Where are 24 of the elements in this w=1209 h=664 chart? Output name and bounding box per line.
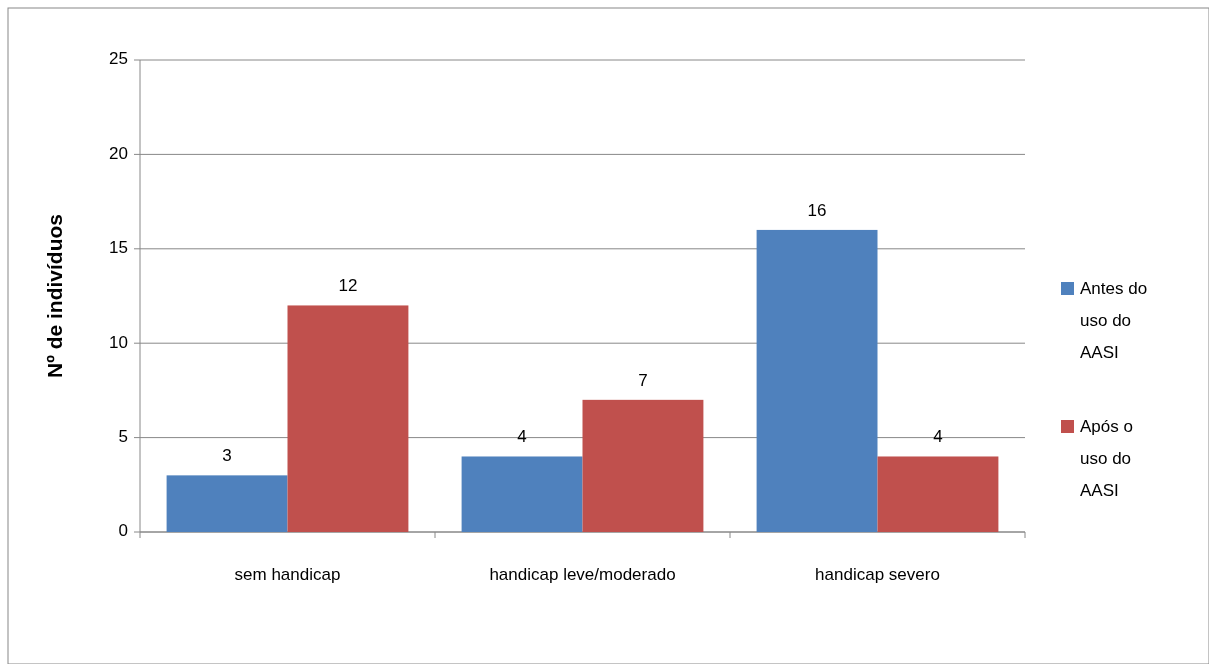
bar — [582, 399, 704, 532]
y-tick-label: 25 — [109, 49, 128, 69]
data-label: 7 — [638, 370, 648, 390]
data-label: 16 — [807, 200, 827, 220]
legend-label: Antes do uso do AASI — [1080, 279, 1148, 363]
bar — [166, 475, 288, 532]
x-tick-label: handicap leve/moderado — [489, 565, 676, 584]
y-tick-label: 0 — [118, 521, 128, 541]
x-tick-label: handicap severo — [815, 565, 940, 584]
bar — [877, 456, 999, 532]
data-label: 4 — [933, 427, 943, 447]
y-tick-label: 20 — [109, 143, 128, 163]
legend-label: Após o uso do AASI — [1080, 417, 1133, 501]
y-tick-label: 15 — [109, 238, 128, 258]
bar — [287, 305, 409, 532]
y-axis-title: Nº de indivíduos — [43, 213, 66, 379]
y-tick-label: 10 — [109, 332, 128, 352]
data-label: 12 — [338, 276, 358, 296]
x-tick-label: sem handicap — [234, 565, 341, 584]
bar — [461, 456, 583, 532]
data-label: 3 — [222, 446, 232, 466]
y-tick-label: 5 — [118, 427, 128, 447]
data-label: 4 — [517, 427, 527, 447]
bar — [756, 229, 878, 532]
